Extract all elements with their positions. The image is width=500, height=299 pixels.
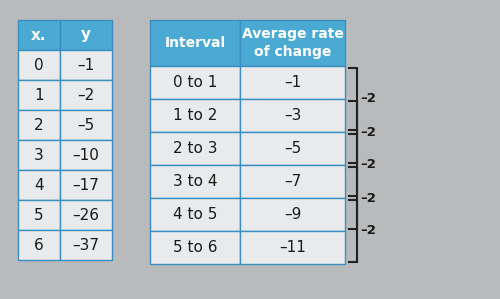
Text: 2 to 3: 2 to 3 [173,141,217,156]
Bar [60,230,112,260]
Bar [18,20,60,50]
Text: 0: 0 [34,57,44,72]
Bar [240,66,345,99]
Text: 1 to 2: 1 to 2 [173,108,217,123]
Text: 5 to 6: 5 to 6 [173,240,217,255]
Text: 6: 6 [34,237,44,252]
Text: 2: 2 [34,118,44,132]
Text: –10: –10 [72,147,100,162]
Bar [18,110,60,140]
Bar [60,20,112,50]
Text: Interval: Interval [164,36,226,50]
Text: Average rate
of change: Average rate of change [242,27,344,59]
Text: –2: –2 [78,88,94,103]
Text: –17: –17 [72,178,100,193]
Bar [240,231,345,264]
Bar [240,99,345,132]
Text: 4: 4 [34,178,44,193]
Text: 3: 3 [34,147,44,162]
Text: –2: –2 [360,225,376,237]
Bar [240,132,345,165]
Text: x.: x. [31,28,47,42]
Text: –37: –37 [72,237,100,252]
Text: –3: –3 [284,108,301,123]
Text: 1: 1 [34,88,44,103]
Bar [60,200,112,230]
Bar [60,140,112,170]
Bar [150,66,240,99]
Text: 4 to 5: 4 to 5 [173,207,217,222]
Text: y: y [81,28,91,42]
Text: –9: –9 [284,207,301,222]
Text: –7: –7 [284,174,301,189]
Bar [60,170,112,200]
Bar [18,230,60,260]
Bar [240,20,345,66]
Bar [240,198,345,231]
Bar [150,231,240,264]
Bar [150,132,240,165]
Bar [150,165,240,198]
Bar [60,50,112,80]
Text: 5: 5 [34,208,44,222]
Bar [18,170,60,200]
Bar [18,140,60,170]
Text: –2: –2 [360,158,376,172]
Bar [18,200,60,230]
Bar [240,165,345,198]
Text: –1: –1 [284,75,301,90]
Text: –5: –5 [78,118,94,132]
Text: –1: –1 [78,57,94,72]
Text: –2: –2 [360,191,376,205]
Text: –2: –2 [360,92,376,106]
Bar [18,80,60,110]
Text: –2: –2 [360,126,376,138]
Bar [150,99,240,132]
Text: –5: –5 [284,141,301,156]
Text: 0 to 1: 0 to 1 [173,75,217,90]
Bar [60,110,112,140]
Bar [150,198,240,231]
Bar [18,50,60,80]
Text: –26: –26 [72,208,100,222]
Text: –11: –11 [279,240,306,255]
Bar [60,80,112,110]
Bar [150,20,240,66]
Text: 3 to 4: 3 to 4 [173,174,217,189]
